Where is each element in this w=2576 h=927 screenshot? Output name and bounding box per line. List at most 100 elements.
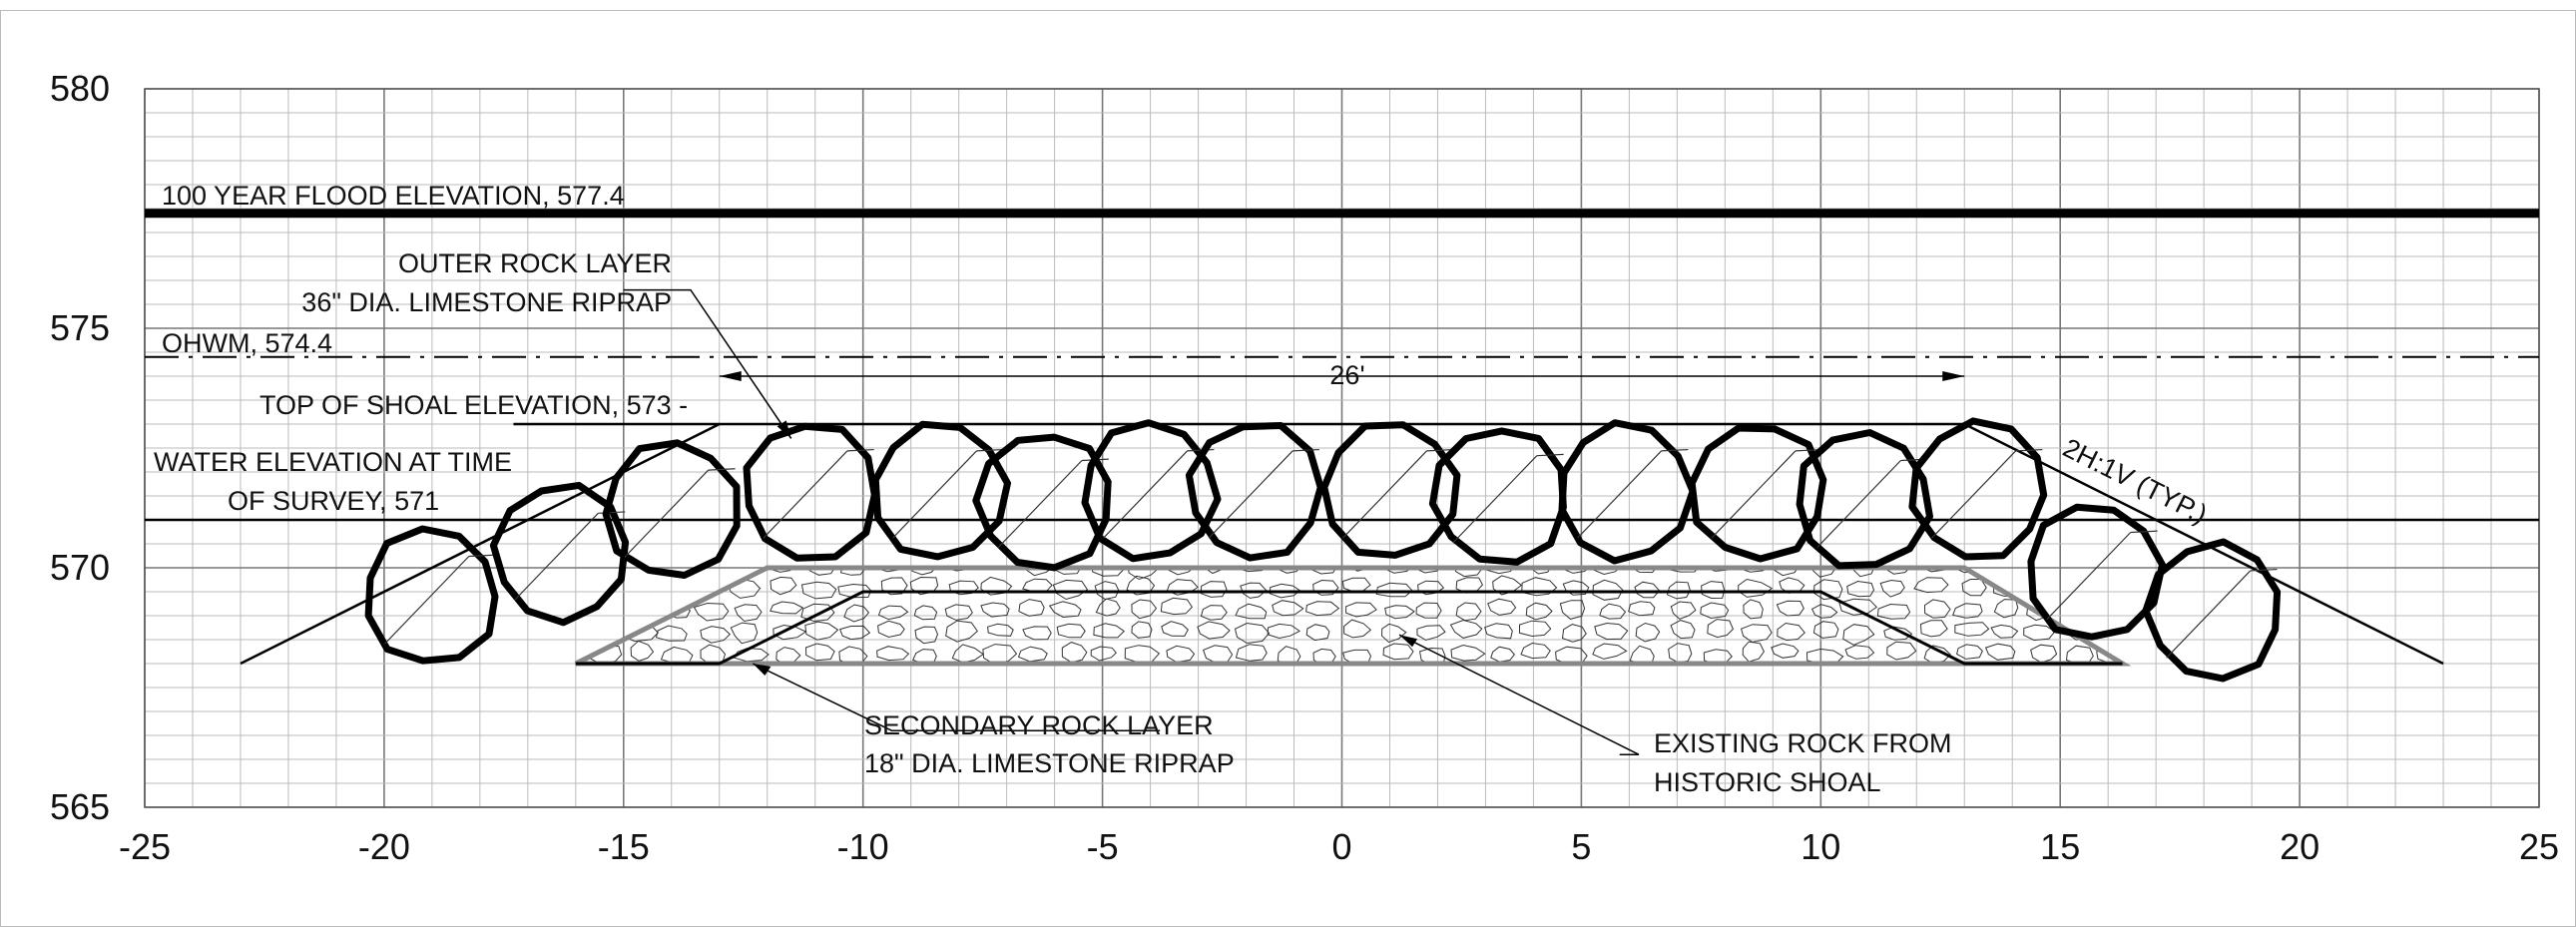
cobble <box>1851 568 1875 578</box>
cobble <box>1419 647 1446 664</box>
cobble <box>1235 603 1268 620</box>
x-tick-label: 15 <box>2040 826 2080 867</box>
cobble <box>1061 642 1088 664</box>
cobble <box>1952 603 1983 619</box>
cobble <box>1670 620 1696 640</box>
boulder-hatch <box>624 469 710 558</box>
cobble <box>1166 645 1196 664</box>
cobble <box>1490 646 1515 663</box>
cobble <box>1416 625 1446 642</box>
cobble <box>1954 622 1990 637</box>
x-tick-label: -25 <box>119 826 171 867</box>
cobble <box>945 620 978 643</box>
cobble <box>1777 622 1805 642</box>
cobble <box>1520 642 1551 660</box>
cobble <box>1742 641 1765 663</box>
boulder <box>871 420 1011 561</box>
cobble <box>1379 568 1415 574</box>
cobble <box>734 604 763 623</box>
water-survey-label-line2: OF SURVEY, 571 <box>228 486 439 516</box>
cobble <box>1267 623 1301 640</box>
outer-boulders <box>364 417 2282 683</box>
boulder-hatch <box>1452 455 1538 544</box>
boulder-hatch <box>892 450 977 539</box>
cobble <box>1562 580 1590 596</box>
x-tick-label: 5 <box>1571 826 1591 867</box>
y-tick-label: 565 <box>50 786 110 827</box>
cobble <box>1812 579 1843 601</box>
cobble <box>1131 621 1153 639</box>
boulder-hatch <box>1292 448 1319 452</box>
cobble <box>1519 620 1552 638</box>
cobble <box>1345 602 1377 618</box>
water-survey-label-line1: WATER ELEVATION AT TIME <box>154 447 512 477</box>
cobble <box>1450 644 1486 662</box>
cobble <box>1305 601 1340 617</box>
cobble <box>1805 648 1844 664</box>
cobble <box>1305 624 1330 642</box>
x-tick-label: -20 <box>358 826 410 867</box>
cobble <box>1272 600 1304 617</box>
cobble <box>1810 604 1838 619</box>
cobble <box>1161 621 1189 637</box>
secondary-layer-arrow <box>753 664 772 676</box>
boulder-hatch <box>1426 448 1454 452</box>
cobble <box>1923 599 1951 619</box>
cobble <box>1844 645 1875 660</box>
cobble <box>1160 597 1194 616</box>
cobble <box>837 583 872 599</box>
width-arrow-left <box>719 371 742 381</box>
cobble <box>1812 621 1839 639</box>
boulder-hatch <box>384 556 470 645</box>
cobble <box>770 576 797 596</box>
cobble <box>1017 646 1048 663</box>
cobble <box>1310 568 1338 575</box>
cobble <box>1592 643 1628 660</box>
outer-layer-label-line2: 36" DIA. LIMESTONE RIPRAP <box>301 287 672 317</box>
cobble <box>655 625 688 642</box>
cobble <box>693 602 730 622</box>
cobble <box>1563 568 1592 574</box>
y-tick-label: 580 <box>50 68 110 109</box>
cobble <box>948 580 979 596</box>
cobble <box>1667 568 1701 573</box>
secondary-layer-label-line2: 18" DIA. LIMESTONE RIPRAP <box>864 748 1235 778</box>
cobble <box>1487 598 1517 616</box>
ohwm-label: OHWM, 574.4 <box>162 328 332 358</box>
boulder-hatch <box>1577 450 1662 539</box>
cobble <box>1919 620 1948 638</box>
cobble <box>1380 623 1407 644</box>
cobble <box>1093 623 1125 639</box>
cobble <box>1025 568 1054 577</box>
cobble <box>1022 626 1052 641</box>
boulder-hatch <box>1661 448 1689 452</box>
boulder-hatch <box>1536 453 1564 457</box>
cobble <box>1842 624 1875 646</box>
cobble <box>1555 646 1588 664</box>
boulder-hatch <box>846 448 874 452</box>
boulder-hatch <box>1711 450 1797 539</box>
cobble <box>1090 646 1117 662</box>
secondary-layer-leader <box>753 663 1161 731</box>
boulder <box>1796 429 1933 570</box>
cobble <box>1882 568 1911 575</box>
cobble <box>1414 568 1445 574</box>
cobble <box>769 568 798 573</box>
cobble <box>1593 568 1622 576</box>
cobble <box>1559 600 1586 620</box>
y-tick-label: 570 <box>50 547 110 588</box>
cobble <box>1635 622 1661 643</box>
cobble <box>1738 578 1774 598</box>
boulder-hatch <box>708 468 736 471</box>
boulder <box>364 525 499 665</box>
boulder-hatch <box>2046 532 2132 621</box>
cobble <box>1126 575 1156 596</box>
cobble <box>1384 605 1415 620</box>
cobble <box>1449 619 1483 639</box>
cobble <box>1018 599 1045 617</box>
boulder-hatch <box>2250 568 2278 572</box>
cobble <box>1628 601 1656 617</box>
cobble <box>838 646 868 664</box>
boulder-hatch <box>1816 460 1901 549</box>
boulder <box>1558 419 1697 565</box>
